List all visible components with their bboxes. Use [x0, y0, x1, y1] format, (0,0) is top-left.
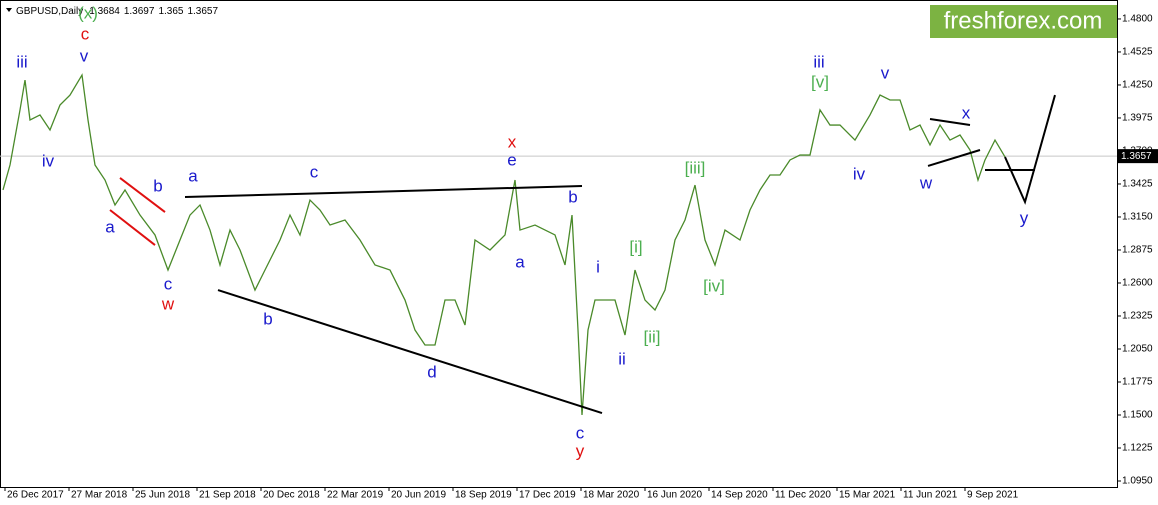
wave-label: [iv] [703, 277, 725, 296]
wave-label: ii [618, 350, 626, 369]
x-tick-label: 17 Dec 2019 [519, 490, 576, 501]
menu-arrow[interactable] [6, 8, 12, 12]
wave-label: a [188, 166, 198, 185]
wave-label: iii [16, 52, 27, 71]
trend-line [929, 118, 971, 127]
wave-label: e [507, 151, 516, 170]
low: 1.365 [158, 6, 183, 17]
wave-label: [i] [629, 238, 642, 257]
current-price-label: 1.3657 [1121, 151, 1152, 162]
wave-label: [v] [811, 73, 829, 92]
y-tick-label: 1.4250 [1122, 80, 1153, 91]
wave-label: v [80, 46, 89, 65]
x-tick-label: 22 Mar 2019 [327, 490, 384, 501]
current-price-box [1118, 149, 1158, 164]
wave-label: x [508, 133, 517, 152]
x-tick-label: 11 Jun 2021 [903, 490, 958, 501]
y-tick-label: 1.3425 [1122, 179, 1153, 190]
wave-label: [ii] [644, 328, 661, 347]
y-tick-label: 1.2875 [1122, 245, 1153, 256]
x-tick-label: 18 Mar 2020 [583, 490, 640, 501]
trend-line [184, 185, 583, 199]
y-tick-label: 1.2325 [1122, 311, 1153, 322]
wave-label: w [161, 295, 175, 314]
y-tick-label: 1.4525 [1122, 47, 1153, 58]
wave-label: iv [853, 164, 866, 183]
y-tick-label: 1.3150 [1122, 212, 1153, 223]
y-tick-label: 1.0950 [1122, 476, 1153, 487]
wave-label: a [105, 218, 115, 237]
y-tick-label: 1.1225 [1122, 443, 1153, 454]
trend-line [119, 177, 166, 213]
wave-label: [iii] [685, 158, 706, 177]
wave-label: b [153, 176, 162, 195]
brand-box [930, 5, 1117, 38]
symbol: GBPUSD,Daily [16, 6, 83, 17]
y-tick-label: 1.3975 [1122, 113, 1153, 124]
x-tick-label: 26 Dec 2017 [7, 490, 64, 501]
wave-label: c [81, 25, 90, 44]
trend-line [927, 149, 981, 167]
x-tick-label: 25 Jun 2018 [135, 490, 190, 501]
y-tick-label: 1.2050 [1122, 344, 1153, 355]
x-tick-label: 16 Jun 2020 [647, 490, 702, 501]
y-tick-label: 1.2600 [1122, 278, 1153, 289]
wave-label: c [164, 275, 173, 294]
brand: freshforex.com [944, 7, 1103, 34]
wave-label: a [515, 253, 525, 272]
wave-label: x [962, 103, 971, 122]
wave-label: b [568, 188, 577, 207]
x-tick-label: 21 Sep 2018 [199, 490, 256, 501]
wave-label: v [881, 64, 890, 83]
x-tick-label: 18 Sep 2019 [455, 490, 512, 501]
wave-label: w [919, 173, 933, 192]
x-tick-label: 20 Jun 2019 [391, 490, 446, 501]
wave-label: i [596, 257, 600, 276]
high: 1.3697 [124, 6, 155, 17]
y-tick-label: 1.1500 [1122, 410, 1153, 421]
x-tick-label: 11 Dec 2020 [775, 490, 831, 501]
wave-label: b [263, 310, 272, 329]
y-tick-label: 1.4800 [1122, 14, 1153, 25]
wave-label: iii [813, 52, 824, 71]
wave-label: (x) [78, 4, 98, 23]
open: 1.3684 [89, 6, 120, 17]
x-tick-label: 20 Dec 2018 [263, 490, 320, 501]
plot-frame [0, 0, 1118, 488]
trend-line [1004, 94, 1056, 205]
trend-line [109, 209, 156, 246]
x-tick-label: 14 Sep 2020 [711, 490, 768, 501]
wave-label: y [576, 442, 585, 461]
x-tick-label: 9 Sep 2021 [967, 490, 1019, 501]
x-tick-label: 27 Mar 2018 [71, 490, 128, 501]
close: 1.3657 [187, 6, 218, 17]
x-tick-label: 15 Mar 2021 [839, 490, 896, 501]
y-tick-label: 1.1775 [1122, 377, 1153, 388]
wave-label: c [310, 163, 319, 182]
header: GBPUSD,Daily 1.3684 1.3697 1.365 1.3657 [16, 6, 218, 17]
wave-label: c [576, 424, 585, 443]
price-line [2, 73, 1006, 416]
wave-label: y [1020, 209, 1029, 228]
wave-label: d [427, 362, 436, 381]
trend-line [217, 289, 603, 415]
wave-label: iv [42, 151, 55, 170]
